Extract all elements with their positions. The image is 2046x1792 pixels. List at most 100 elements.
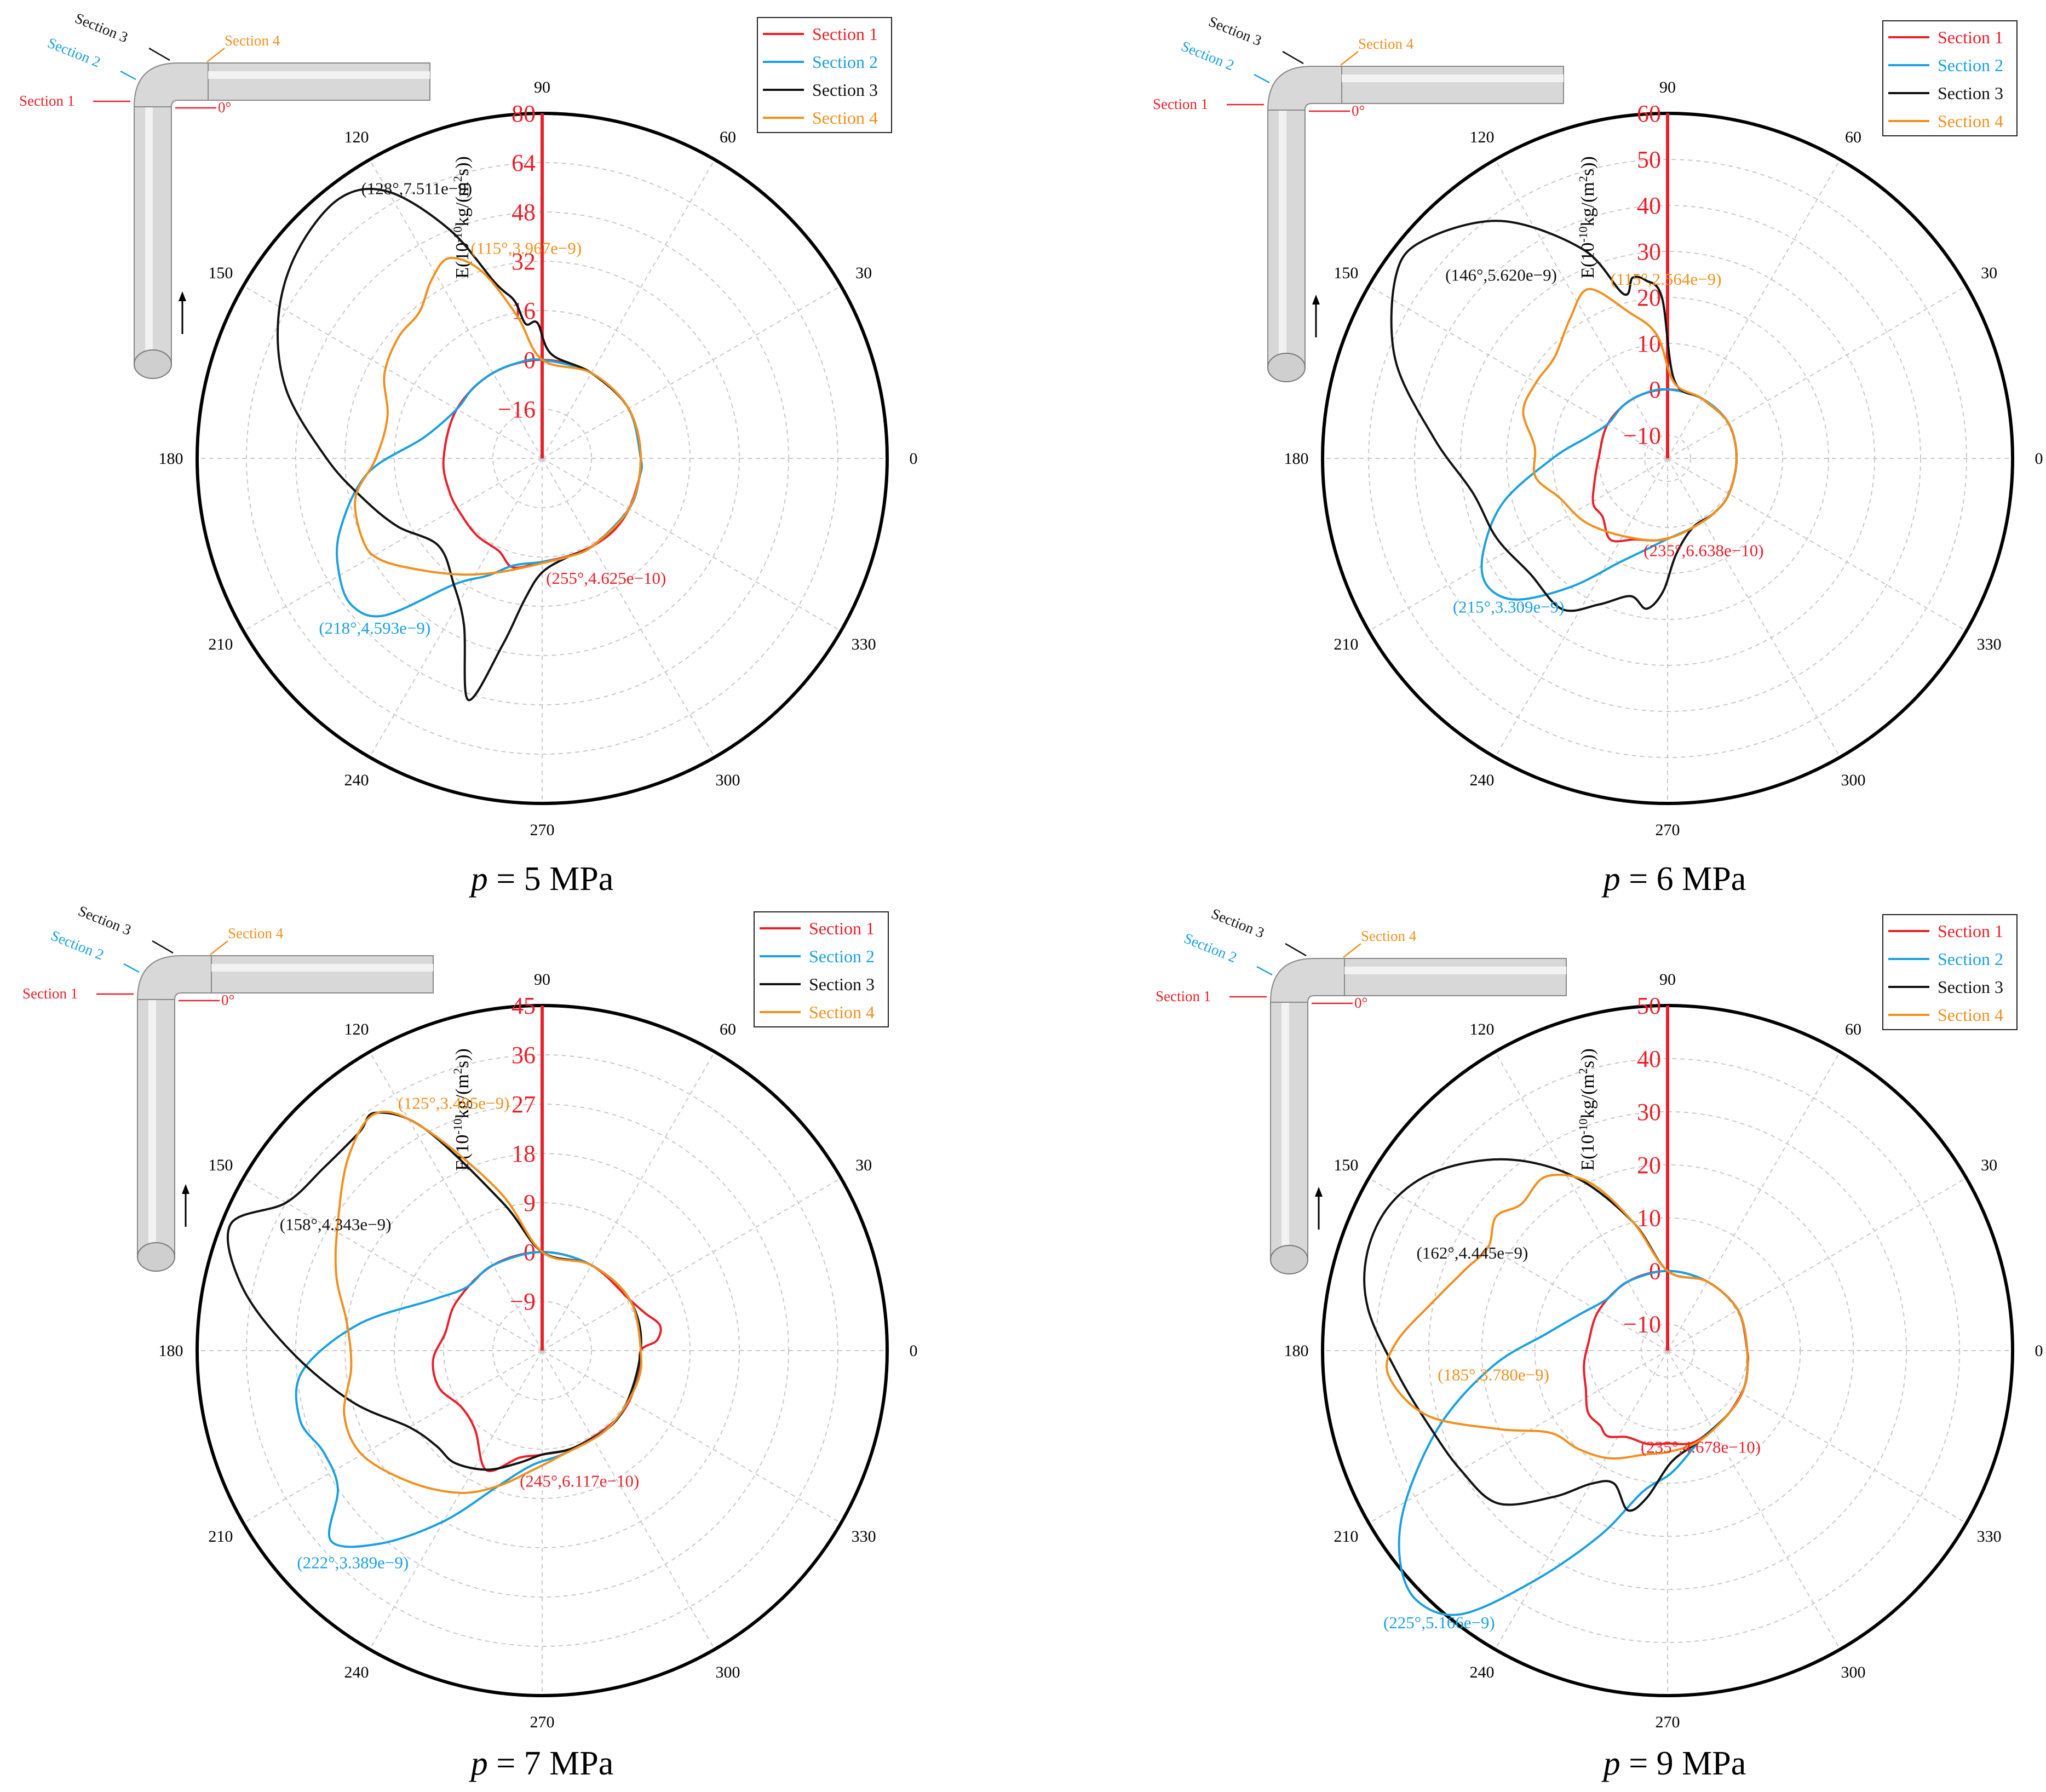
radial-tick-label: 27 <box>512 1091 536 1118</box>
grid-spoke <box>243 1350 543 1524</box>
data-annotation: (255°,4.625e−10) <box>546 568 666 588</box>
pipe-label-zero-angle: 0° <box>1354 995 1367 1011</box>
pipe-label-section-2: Section 2 <box>1182 930 1239 966</box>
pipe-label-section-3: Section 3 <box>1209 905 1267 941</box>
series-line-4 <box>1522 288 1738 542</box>
angle-tick-label: 150 <box>1334 1156 1358 1174</box>
pipe-label-section-2: Section 2 <box>49 927 106 963</box>
pipe-highlight <box>1281 1002 1289 1260</box>
legend-item: Section 3 <box>1938 83 2003 103</box>
angle-tick-label: 90 <box>1659 78 1676 96</box>
pointer-section-2 <box>1254 73 1270 84</box>
arrow-head <box>179 291 186 301</box>
arrow-head <box>182 1184 189 1194</box>
angle-tick-label: 60 <box>1845 128 1861 146</box>
angle-tick-label: 270 <box>530 821 555 839</box>
radial-tick-label: 45 <box>512 992 536 1019</box>
radial-axis-title: E(10-10kg/(m2s)) <box>1576 1048 1599 1171</box>
angle-tick-label: 30 <box>855 264 872 282</box>
angle-tick-label: 0 <box>910 1342 918 1360</box>
data-annotation: (235°,4.678e−10) <box>1641 1437 1761 1456</box>
grid-spoke <box>1368 1350 1668 1524</box>
grid-spoke <box>1368 1178 1668 1351</box>
grid-spoke <box>542 458 715 758</box>
pipe-elbow <box>133 62 209 107</box>
radial-tick-label: 64 <box>512 150 536 176</box>
panel-caption: p = 7 MPa <box>469 1745 614 1782</box>
radial-tick-label: 20 <box>1637 284 1661 311</box>
radial-tick-label: −10 <box>1623 422 1661 449</box>
pipe-label-zero-angle: 0° <box>1352 102 1365 119</box>
angle-tick-label: 210 <box>1334 1527 1358 1546</box>
axis-title-part: -10 <box>451 1118 464 1134</box>
axis-title-part: kg/(m <box>1578 1074 1598 1118</box>
caption-value: = 7 MPa <box>488 1745 614 1782</box>
grid-spoke <box>243 285 543 459</box>
radial-tick-label: 80 <box>512 100 536 127</box>
pipe-label-section-3: Section 3 <box>1206 13 1264 49</box>
angle-tick-label: 120 <box>344 1020 369 1038</box>
angle-tick-label: 150 <box>1334 264 1358 282</box>
pipe-highlight <box>145 107 153 364</box>
legend-item: Section 4 <box>812 108 878 128</box>
radial-tick-label: −16 <box>498 396 536 423</box>
pipe-end <box>1270 1245 1308 1274</box>
legend: Section 1 Section 2 Section 3 Section 4 <box>757 17 892 133</box>
grid-spoke <box>1368 458 1668 631</box>
angle-tick-label: 270 <box>1656 1713 1680 1731</box>
angle-tick-label: 180 <box>159 1342 183 1360</box>
caption-symbol: p <box>469 860 488 898</box>
grid-spoke <box>1667 458 1841 758</box>
radial-tick-label: 40 <box>1637 192 1661 219</box>
angle-tick-label: 0 <box>2035 1342 2043 1360</box>
radial-tick-label: 50 <box>1637 992 1661 1019</box>
angle-tick-label: 330 <box>1977 635 2002 653</box>
radial-tick-label: 20 <box>1637 1152 1661 1179</box>
legend-item: Section 1 <box>809 918 875 938</box>
grid-spoke <box>369 159 543 459</box>
angle-tick-label: 30 <box>1981 1156 1997 1174</box>
pipe-label-section-1: Section 1 <box>22 985 78 1002</box>
caption-symbol: p <box>469 1745 488 1782</box>
radial-tick-label: −10 <box>1623 1311 1661 1338</box>
grid-spoke <box>542 285 842 459</box>
grid-spoke <box>542 1178 842 1351</box>
angle-tick-label: 180 <box>159 450 183 468</box>
data-annotation: (225°,5.166e−9) <box>1383 1613 1495 1632</box>
angle-tick-label: 300 <box>716 771 740 789</box>
data-annotation: (215°,3.309e−9) <box>1453 597 1565 616</box>
angle-tick-label: 300 <box>1841 771 1866 789</box>
legend-item: Section 1 <box>1938 27 2003 47</box>
legend-item: Section 2 <box>1938 55 2003 75</box>
grid-spoke <box>1667 1051 1841 1351</box>
pointer-section-4 <box>1343 943 1361 958</box>
grid-spoke <box>243 458 543 631</box>
legend-item: Section 4 <box>809 1002 875 1022</box>
pipe-highlight <box>1344 967 1566 974</box>
radial-axis-title: E(10-10kg/(m2s)) <box>1576 156 1599 279</box>
series-line-2 <box>1398 1270 1749 1616</box>
legend-box <box>1882 20 2018 136</box>
legend-item: Section 3 <box>809 974 875 994</box>
legend: Section 1 Section 2 Section 3 Section 4 <box>1882 914 2018 1030</box>
data-annotation: (218°,4.593e−9) <box>319 618 430 637</box>
grid-spoke <box>1495 1350 1668 1650</box>
data-annotation: (235°,6.638e−10) <box>1643 541 1763 560</box>
angle-tick-label: 60 <box>1845 1020 1861 1038</box>
angle-tick-label: 240 <box>1470 1663 1495 1681</box>
grid-spoke <box>1667 458 1967 631</box>
pointer-section-2 <box>1256 966 1273 976</box>
grid-spoke <box>1495 1051 1668 1351</box>
pipe-highlight <box>211 964 433 972</box>
angle-tick-label: 210 <box>208 1527 233 1546</box>
grid-spoke <box>1667 285 1967 459</box>
data-annotation: (162°,4.445e−9) <box>1417 1243 1528 1262</box>
series-line-3 <box>226 1111 642 1471</box>
pipe-horizontal <box>1344 958 1567 996</box>
pipe-label-section-1: Section 1 <box>1156 988 1211 1004</box>
axis-title-part: kg/(m <box>452 182 473 226</box>
legend-item: Section 4 <box>1938 111 2003 131</box>
series-line-3 <box>1390 220 1738 612</box>
